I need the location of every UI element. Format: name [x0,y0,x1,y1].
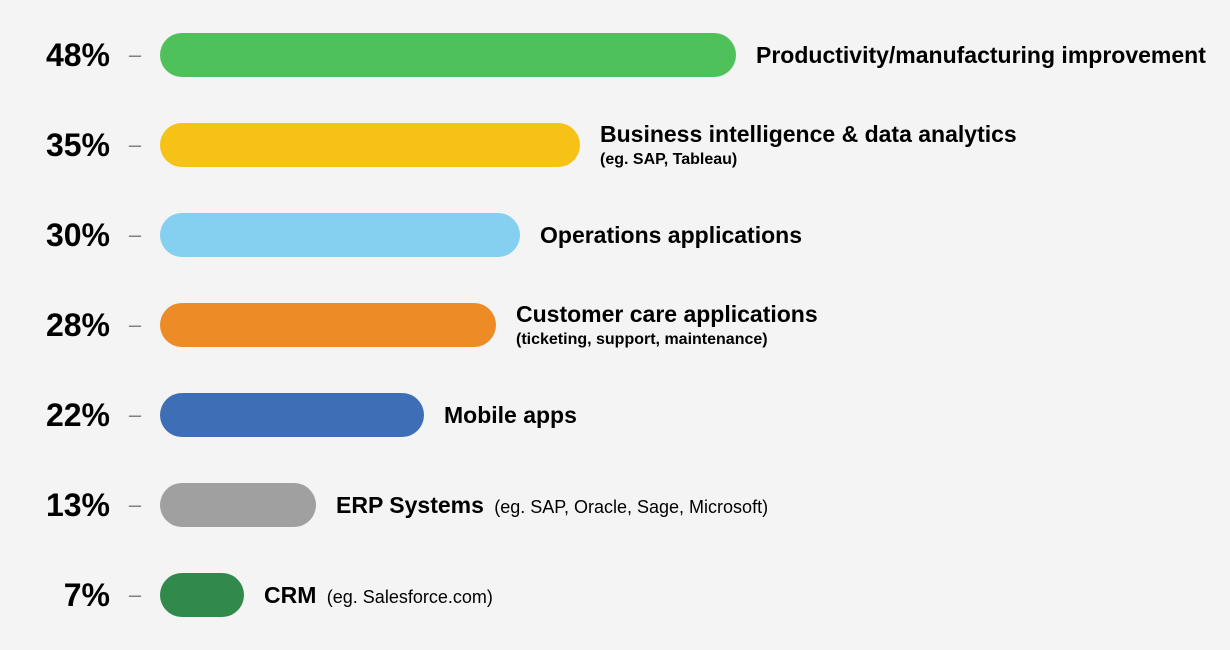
label-main: Business intelligence & data analytics [600,120,1017,149]
horizontal-bar-chart: 48% – Productivity/manufacturing improve… [0,0,1230,650]
bar-container [160,573,244,617]
bar [160,213,520,257]
pct-label: 7% [0,577,110,614]
label-main: Mobile apps [444,401,577,430]
label-main: Productivity/manufacturing improvement [756,41,1206,70]
dash-sep: – [110,222,160,248]
bar-label: Productivity/manufacturing improvement [756,41,1206,70]
bar-container [160,33,736,77]
bar-label: CRM (eg. Salesforce.com) [264,581,493,610]
dash-sep: – [110,402,160,428]
bar [160,123,580,167]
bar-row-customer-care: 28% – Customer care applications (ticket… [0,280,1230,370]
bar-container [160,483,316,527]
bar-row-bi-analytics: 35% – Business intelligence & data analy… [0,100,1230,190]
pct-label: 48% [0,37,110,74]
label-main: CRM (eg. Salesforce.com) [264,581,493,610]
label-sub: (eg. SAP, Tableau) [600,150,1017,170]
dash-sep: – [110,312,160,338]
bar [160,573,244,617]
bar-row-productivity: 48% – Productivity/manufacturing improve… [0,10,1230,100]
bar-label: ERP Systems (eg. SAP, Oracle, Sage, Micr… [336,491,768,520]
bar [160,33,736,77]
bar-row-erp: 13% – ERP Systems (eg. SAP, Oracle, Sage… [0,460,1230,550]
pct-label: 35% [0,127,110,164]
label-main: ERP Systems (eg. SAP, Oracle, Sage, Micr… [336,491,768,520]
bar [160,393,424,437]
bar-container [160,213,520,257]
label-main-text: ERP Systems [336,492,484,518]
label-inline-sub: (eg. SAP, Oracle, Sage, Microsoft) [494,497,768,517]
bar-label: Mobile apps [444,401,577,430]
label-main: Customer care applications [516,300,818,329]
pct-label: 13% [0,487,110,524]
bar-row-mobile-apps: 22% – Mobile apps [0,370,1230,460]
pct-label: 30% [0,217,110,254]
pct-label: 28% [0,307,110,344]
label-sub: (ticketing, support, maintenance) [516,330,818,350]
bar-container [160,123,580,167]
pct-label: 22% [0,397,110,434]
label-main: Operations applications [540,221,802,250]
bar-row-crm: 7% – CRM (eg. Salesforce.com) [0,550,1230,640]
bar [160,303,496,347]
dash-sep: – [110,42,160,68]
bar-row-operations: 30% – Operations applications [0,190,1230,280]
dash-sep: – [110,492,160,518]
bar-label: Operations applications [540,221,802,250]
bar-label: Customer care applications (ticketing, s… [516,300,818,351]
bar [160,483,316,527]
label-main-text: CRM [264,582,316,608]
dash-sep: – [110,132,160,158]
bar-label: Business intelligence & data analytics (… [600,120,1017,171]
dash-sep: – [110,582,160,608]
bar-container [160,393,424,437]
label-inline-sub: (eg. Salesforce.com) [327,587,493,607]
bar-container [160,303,496,347]
